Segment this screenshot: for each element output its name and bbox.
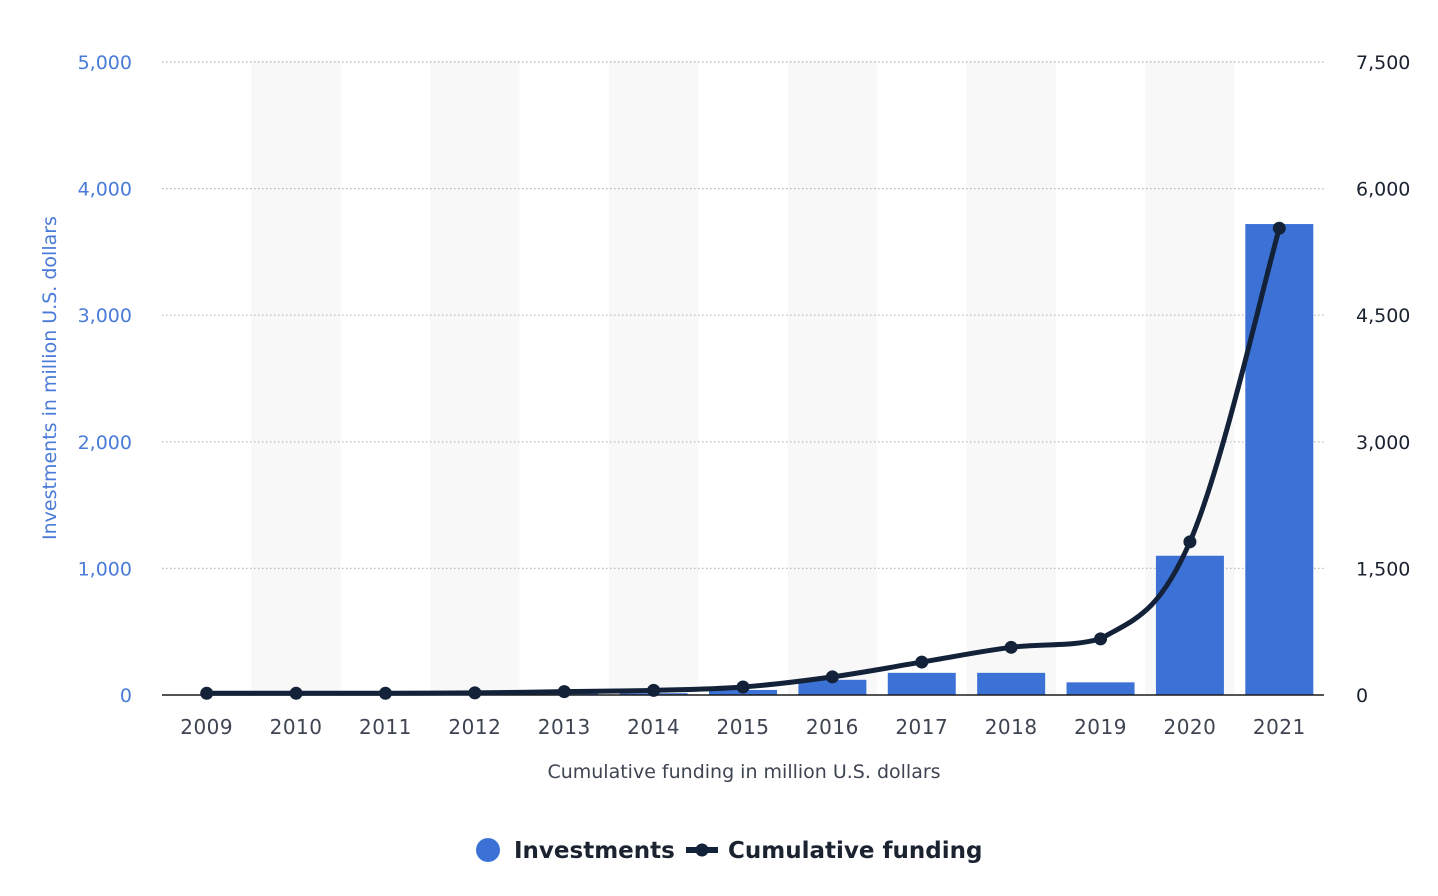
x-axis-label: Cumulative funding in million U.S. dolla… (547, 761, 940, 783)
bar-2021[interactable] (1245, 224, 1313, 695)
left-tick-label: 4,000 (78, 179, 132, 201)
bar-2019[interactable] (1067, 682, 1135, 695)
x-tick-label: 2020 (1163, 715, 1216, 739)
point-2013[interactable] (558, 685, 571, 698)
point-2015[interactable] (737, 680, 750, 693)
right-axis-ticks: 0 1,500 3,000 4,500 6,000 7,500 (1356, 52, 1410, 707)
point-2018[interactable] (1005, 641, 1018, 654)
x-tick-label: 2012 (448, 715, 501, 739)
y-axis-label: Investments in million U.S. dollars (39, 216, 61, 540)
legend: Investments Cumulative funding (476, 838, 982, 864)
alternating-bands (251, 60, 1234, 695)
point-2009[interactable] (200, 687, 213, 700)
band-2010 (251, 60, 340, 695)
right-tick-label: 7,500 (1356, 52, 1410, 74)
x-tick-label: 2011 (359, 715, 412, 739)
left-tick-label: 3,000 (78, 305, 132, 327)
left-tick-label: 1,000 (78, 558, 132, 580)
point-2016[interactable] (826, 670, 839, 683)
point-2014[interactable] (647, 684, 660, 697)
investments-bars (173, 224, 1314, 695)
x-tick-label: 2014 (627, 715, 680, 739)
left-tick-label: 0 (120, 685, 132, 707)
x-tick-label: 2010 (270, 715, 323, 739)
x-tick-label: 2009 (180, 715, 233, 739)
legend-investments-label: Investments (514, 838, 675, 864)
band-2018 (966, 60, 1055, 695)
cumulative-funding-line (200, 222, 1286, 700)
point-2019[interactable] (1094, 632, 1107, 645)
left-tick-label: 5,000 (78, 52, 132, 74)
x-tick-label: 2018 (985, 715, 1038, 739)
right-tick-label: 6,000 (1356, 179, 1410, 201)
band-2014 (609, 60, 698, 695)
x-tick-label: 2015 (717, 715, 770, 739)
x-tick-label: 2016 (806, 715, 859, 739)
x-tick-label: 2017 (895, 715, 948, 739)
point-2017[interactable] (915, 656, 928, 669)
point-2010[interactable] (290, 687, 303, 700)
bar-2020[interactable] (1156, 556, 1224, 695)
band-2016 (788, 60, 877, 695)
legend-cumulative-label: Cumulative funding (728, 838, 982, 864)
x-axis-ticks: 2009 2010 2011 2012 2013 2014 2015 2016 2017 2018… (180, 715, 1306, 739)
point-2021[interactable] (1273, 222, 1286, 235)
bar-2018[interactable] (977, 673, 1045, 695)
point-2020[interactable] (1183, 535, 1196, 548)
legend-investments-swatch (476, 838, 500, 862)
x-tick-label: 2021 (1253, 715, 1306, 739)
legend-cumulative-swatch-marker (696, 844, 709, 857)
left-axis-ticks: 0 1,000 2,000 3,000 4,000 5,000 (78, 52, 132, 707)
bar-2017[interactable] (888, 673, 956, 695)
x-tick-label: 2019 (1074, 715, 1127, 739)
x-tick-label: 2013 (538, 715, 591, 739)
right-tick-label: 3,000 (1356, 432, 1410, 454)
cumulative-line-path (207, 228, 1280, 693)
right-tick-label: 1,500 (1356, 558, 1410, 580)
point-2012[interactable] (468, 686, 481, 699)
left-tick-label: 2,000 (78, 432, 132, 454)
right-tick-label: 4,500 (1356, 305, 1410, 327)
band-2012 (430, 60, 519, 695)
point-2011[interactable] (379, 687, 392, 700)
right-tick-label: 0 (1356, 685, 1368, 707)
